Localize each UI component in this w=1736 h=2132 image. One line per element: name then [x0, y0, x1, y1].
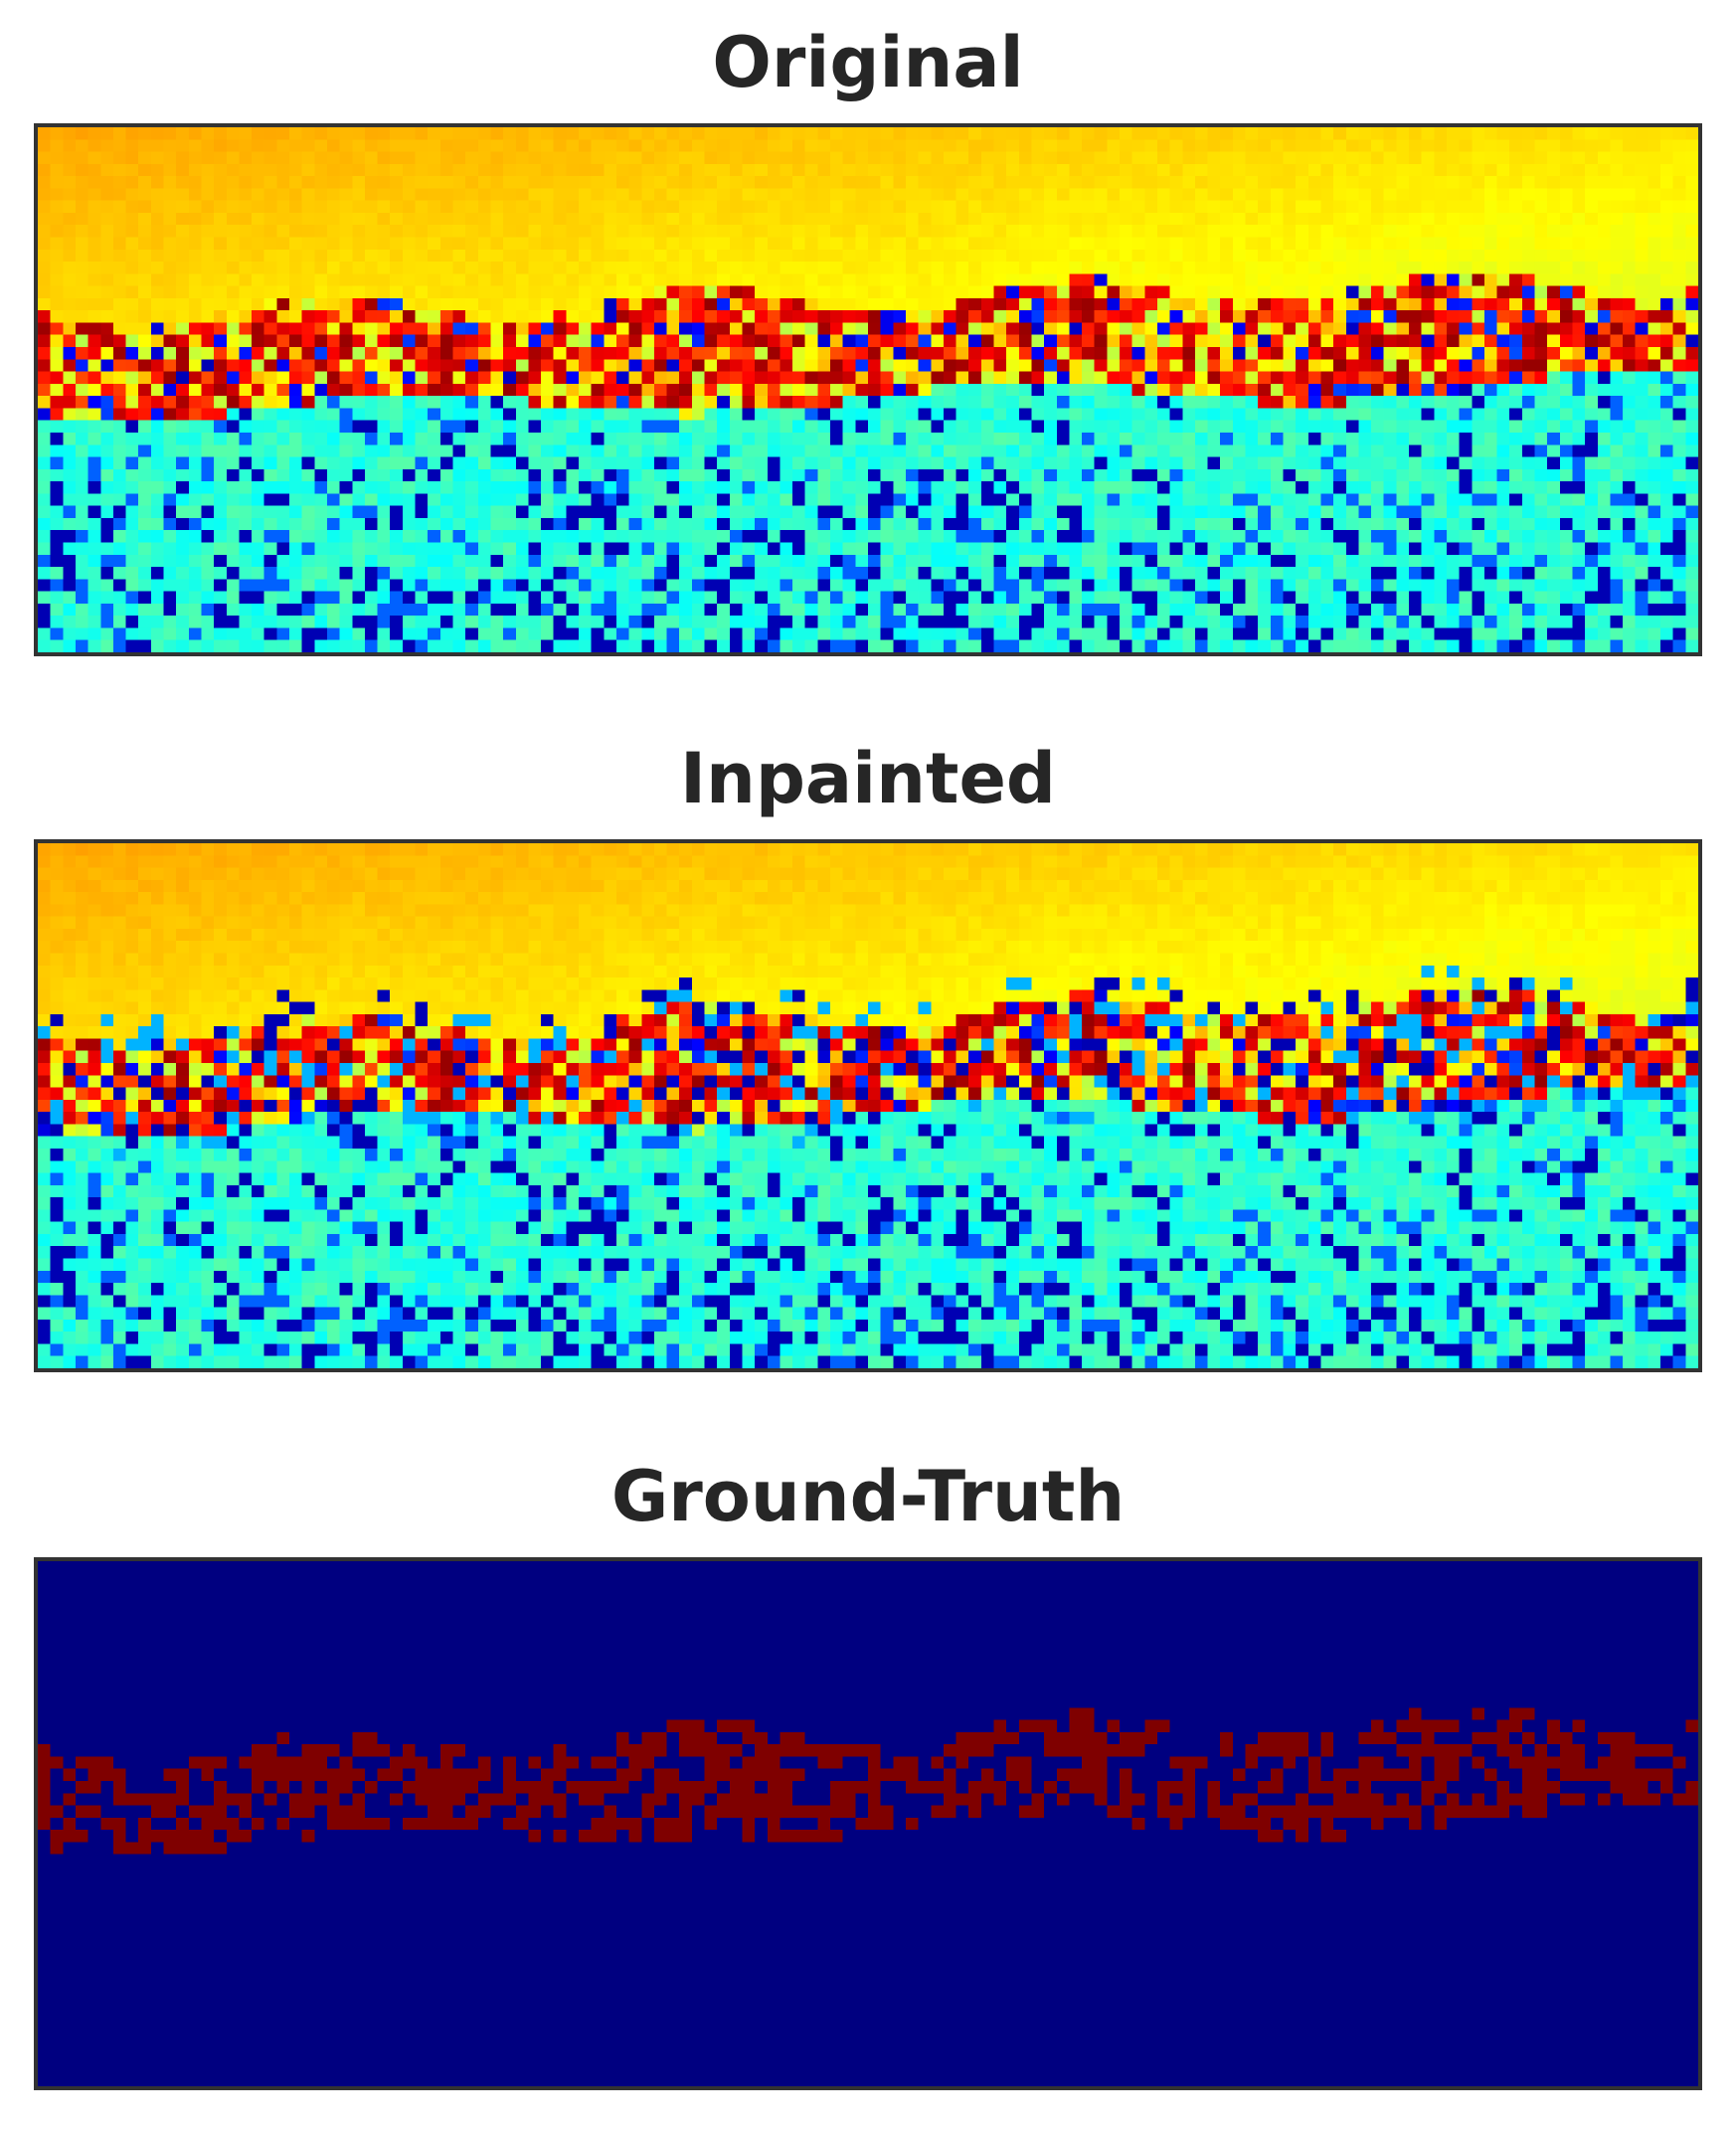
- panel-title-original: Original: [712, 22, 1024, 103]
- inpainted-heatmap: [34, 839, 1702, 1372]
- panel-title-inpainted: Inpainted: [679, 738, 1057, 819]
- ground-truth-mask: [34, 1557, 1702, 2090]
- panel-title-ground-truth: Ground-Truth: [610, 1456, 1126, 1537]
- original-heatmap: [34, 123, 1702, 656]
